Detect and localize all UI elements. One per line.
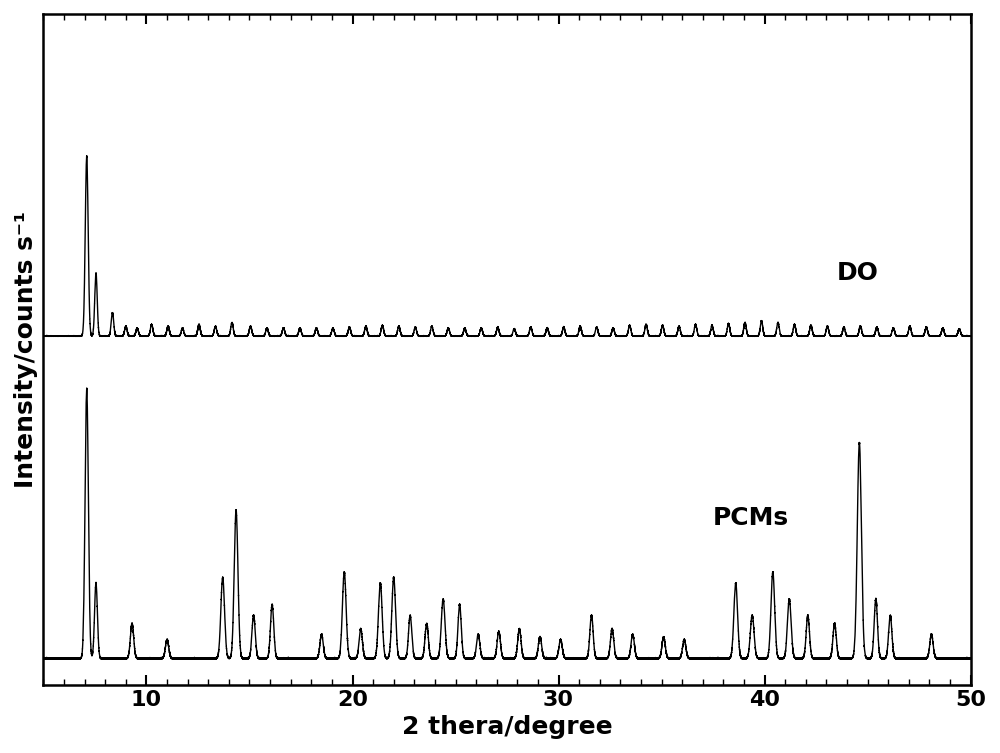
Text: DO: DO bbox=[837, 261, 879, 285]
Y-axis label: Intensity/counts s⁻¹: Intensity/counts s⁻¹ bbox=[14, 211, 38, 488]
Text: PCMs: PCMs bbox=[713, 506, 789, 530]
X-axis label: 2 thera/degree: 2 thera/degree bbox=[402, 715, 612, 739]
